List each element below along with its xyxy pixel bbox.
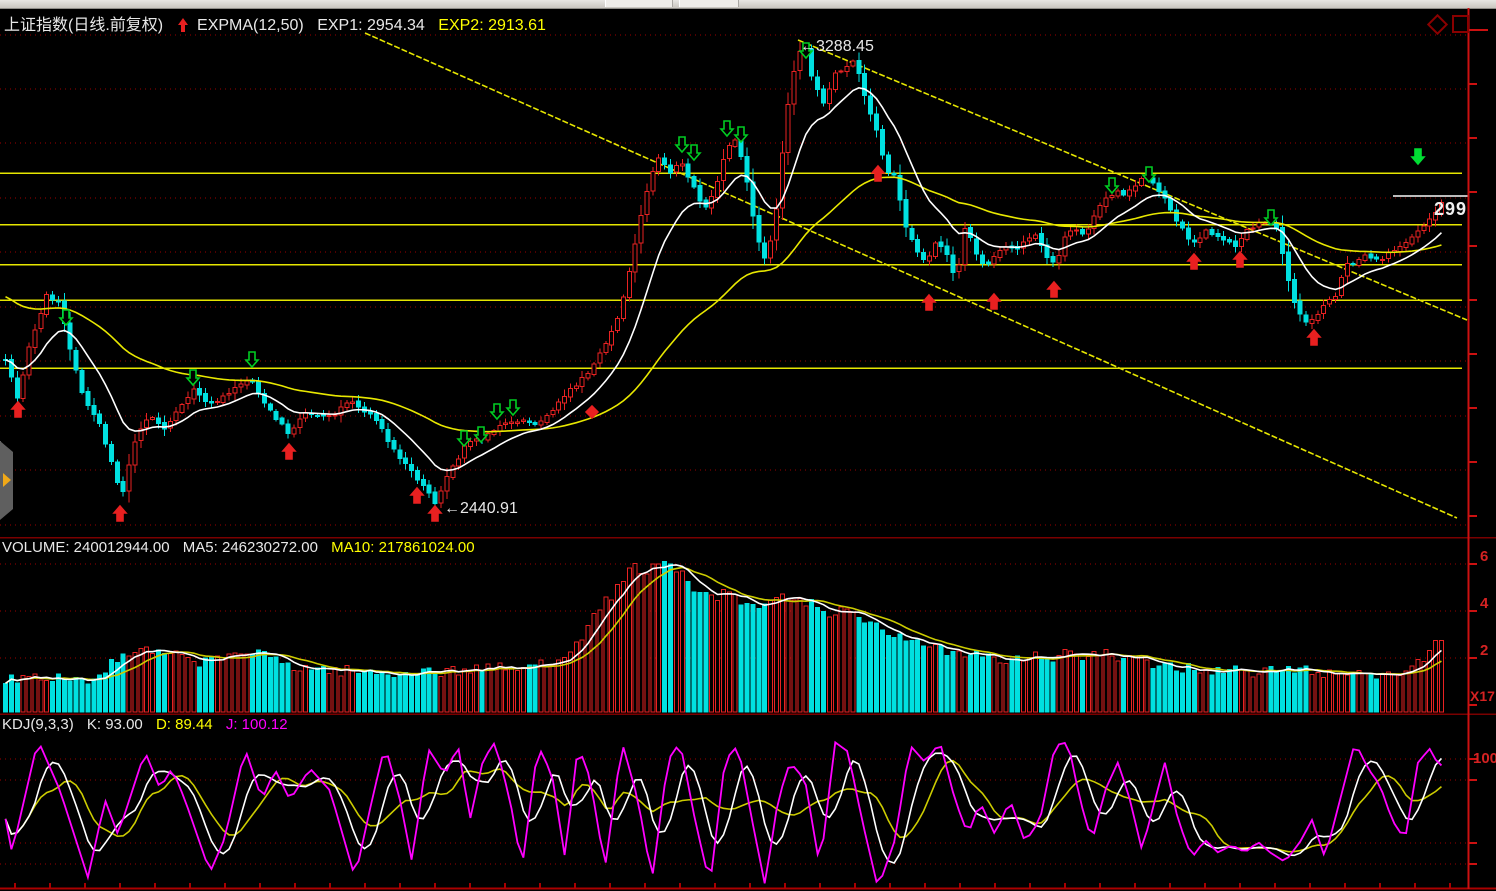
peak-price-annotation: ←3288.45 — [800, 38, 874, 55]
volume-ma5-value: MA5: 246230272.00 — [182, 539, 318, 556]
kdj-label: KDJ(9,3,3) — [2, 716, 74, 733]
volume-axis-label-6: 6 — [1480, 548, 1489, 565]
up-arrow-icon — [177, 17, 189, 34]
last-price-label: 299 — [1434, 199, 1468, 219]
volume-value: VOLUME: 240012944.00 — [2, 539, 170, 556]
kdj-series — [4, 740, 1443, 884]
drawing-lines — [0, 32, 1468, 519]
kdj-d-value: D: 89.44 — [155, 716, 213, 733]
main-chart-header: 上证指数(日线.前复权) EXPMA(12,50) EXP1: 2954.34 … — [4, 11, 555, 35]
exp1-value: EXP1: 2954.34 — [317, 17, 425, 34]
indicator-label: EXPMA(12,50) — [197, 17, 304, 34]
kdj-k-value: K: 93.00 — [86, 716, 143, 733]
symbol-title: 上证指数(日线.前复权) — [4, 17, 164, 34]
kdj-header: KDJ(9,3,3) K: 93.00 D: 89.44 J: 100.12 — [2, 716, 297, 733]
left-panel-handle[interactable] — [0, 441, 13, 520]
window-layout-icon[interactable] — [1452, 15, 1469, 33]
kdj-j-value: J: 100.12 — [225, 716, 288, 733]
exp2-value: EXP2: 2913.61 — [438, 17, 546, 34]
volume-axis-label-2: 2 — [1480, 642, 1489, 659]
toolbar-segment — [605, 0, 673, 7]
candle-series — [3, 42, 1444, 509]
grid-lines — [0, 34, 1468, 865]
trough-price-annotation: ←2440.91 — [444, 500, 518, 517]
volume-ma10-value: MA10: 217861024.00 — [331, 539, 475, 556]
axes — [0, 8, 1496, 890]
kdj-axis-label-100: 100 — [1473, 750, 1496, 767]
toolbar-segment — [679, 0, 739, 7]
volume-series — [3, 560, 1444, 713]
toolbar-edge — [0, 0, 1496, 9]
volume-axis-label-4: 4 — [1480, 595, 1489, 612]
expand-arrow-icon — [3, 473, 11, 487]
volume-header: VOLUME: 240012944.00 MA5: 246230272.00 M… — [2, 539, 484, 556]
signal-markers — [10, 42, 1426, 522]
volume-scale-label: X17 — [1470, 688, 1495, 704]
